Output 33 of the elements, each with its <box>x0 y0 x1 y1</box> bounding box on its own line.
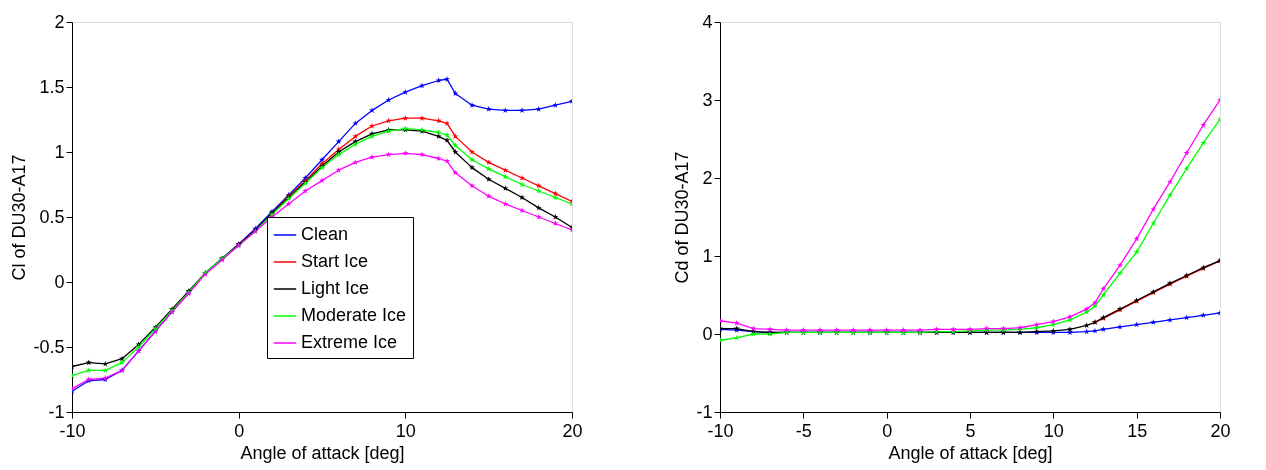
legend-label: Moderate Ice <box>301 305 407 325</box>
x-tick-label: 0 <box>234 420 245 441</box>
x-axis-title: Angle of attack [deg] <box>240 442 405 463</box>
y-tick-label: 4 <box>702 11 713 32</box>
legend-label: Extreme Ice <box>301 332 398 352</box>
x-tick-label: -10 <box>59 420 86 441</box>
x-tick-label: 15 <box>1127 420 1148 441</box>
x-tick-label: 0 <box>882 420 893 441</box>
x-axis-title: Angle of attack [deg] <box>888 442 1053 463</box>
x-tick-label: 10 <box>395 420 416 441</box>
y-tick-label: 2 <box>702 167 713 188</box>
y-tick-label: 3 <box>702 89 713 110</box>
y-tick-label: 1 <box>54 141 65 162</box>
y-tick-label: -1 <box>48 401 65 422</box>
x-tick-label: 10 <box>1043 420 1064 441</box>
x-tick-label: 5 <box>965 420 976 441</box>
y-tick-label: 0 <box>54 271 65 292</box>
y-tick-label: 1 <box>702 245 713 266</box>
x-tick-label: 20 <box>562 420 583 441</box>
legend-label: Clean <box>301 224 349 244</box>
y-axis-title: Cd of DU30-A17 <box>672 151 693 284</box>
legend-label: Light Ice <box>301 278 370 298</box>
y-tick-label: 2 <box>54 11 65 32</box>
y-tick-label: -1 <box>696 401 713 422</box>
y-axis-title: Cl of DU30-A17 <box>9 154 30 281</box>
legend-label: Start Ice <box>301 251 369 271</box>
x-tick-label: -10 <box>707 420 734 441</box>
y-tick-label: 1.5 <box>39 76 65 97</box>
x-tick-label: -5 <box>795 420 812 441</box>
y-tick-label: 0.5 <box>39 206 65 227</box>
y-tick-label: -0.5 <box>33 336 65 357</box>
x-tick-label: 20 <box>1210 420 1231 441</box>
y-tick-label: 0 <box>702 323 713 344</box>
